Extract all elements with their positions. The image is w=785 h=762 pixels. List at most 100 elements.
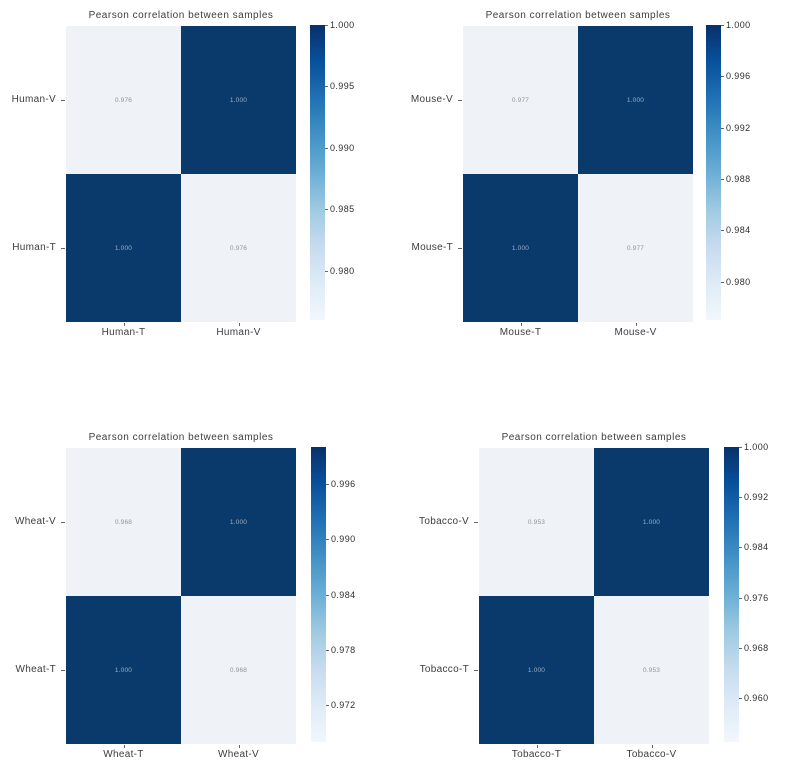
colorbar-tick-label: 0.995 [330,81,355,92]
heatmap-figure-human: Pearson correlation between samples 0.976… [0,0,393,380]
colorbar-tick-mark [739,647,742,649]
colorbar [310,25,325,320]
x-axis-label: Mouse-T [499,327,542,338]
y-axis-label: Tobacco-V [419,516,469,527]
colorbar-tick-mark [326,594,329,596]
y-axis-label: Human-T [12,242,56,253]
x-tick-mark [651,745,653,748]
colorbar-tick-mark [739,447,742,448]
heatmap-cell-r0c0: 0.968 [66,448,181,596]
heatmap-cell-r1c0: 1.000 [479,596,594,744]
colorbar-tick-label: 1.000 [744,442,769,452]
x-axis-label: Human-T [101,327,146,338]
y-tick-mark [61,670,65,671]
heatmap-cell-r0c1: 1.000 [578,26,693,174]
colorbar-tick-label: 1.000 [726,20,751,30]
x-axis-label: Human-V [216,327,261,338]
heatmap-cell-r1c0: 1.000 [463,174,578,322]
colorbar-tick-label: 0.992 [744,492,769,503]
y-tick-mark [61,248,65,249]
colorbar-tick-mark [326,539,329,541]
heatmap-grid: 0.976 1.000 1.000 0.976 [66,26,296,322]
colorbar-tick-label: 0.990 [330,142,355,153]
x-axis-label: Tobacco-V [626,749,677,760]
chart-title: Pearson correlation between samples [501,432,687,443]
x-tick-mark [238,323,240,326]
heatmap-cell-r0c0: 0.976 [66,26,181,174]
heatmap-cell-r1c1: 0.968 [181,596,296,744]
colorbar-tick-label: 0.978 [331,644,356,655]
y-tick-mark [61,522,65,523]
colorbar-tick-label: 0.980 [726,276,751,287]
y-axis-label: Wheat-T [15,664,56,675]
colorbar [706,25,721,320]
heatmap-figure-wheat: Pearson correlation between samples 0.968… [0,380,393,762]
y-axis-label: Tobacco-T [419,664,469,675]
colorbar-tick-label: 0.984 [726,225,751,236]
x-tick-mark [123,745,125,748]
colorbar-tick-label: 0.968 [744,642,769,653]
heatmap-cell-r0c1: 1.000 [594,448,709,596]
colorbar-tick-label: 0.980 [330,265,355,276]
colorbar-tick-label: 0.960 [744,693,769,704]
heatmap-cell-r1c0: 1.000 [66,596,181,744]
colorbar-tick-label: 0.992 [726,122,751,133]
x-tick-mark [520,323,522,326]
colorbar [311,447,326,742]
colorbar-tick-label: 0.976 [744,592,769,603]
heatmap-cell-r0c0: 0.953 [479,448,594,596]
x-axis-label: Wheat-V [217,749,259,760]
colorbar-tick-label: 0.985 [330,204,355,215]
heatmap-cell-r1c1: 0.976 [181,174,296,322]
heatmap-cell-r0c1: 1.000 [181,448,296,596]
heatmap-grid: 0.968 1.000 1.000 0.968 [66,448,296,744]
colorbar-tick-mark [325,86,328,88]
heatmap-cell-r1c1: 0.977 [578,174,693,322]
heatmap-cell-r1c0: 1.000 [66,174,181,322]
colorbar-tick-mark [325,25,328,26]
colorbar-tick-mark [721,127,724,129]
heatmap-cell-r1c1: 0.953 [594,596,709,744]
colorbar-tick-mark [739,698,742,700]
heatmap-grid: 0.977 1.000 1.000 0.977 [463,26,693,322]
colorbar-tick-mark [325,270,328,272]
x-tick-mark [238,745,240,748]
colorbar-tick-mark [721,76,724,78]
colorbar-tick-mark [721,178,724,180]
chart-title: Pearson correlation between samples [88,432,274,443]
x-tick-mark [536,745,538,748]
colorbar-tick-mark [326,483,329,485]
colorbar-tick-label: 0.972 [331,700,356,711]
x-axis-label: Mouse-V [614,327,657,338]
heatmap-grid: 0.953 1.000 1.000 0.953 [479,448,709,744]
x-tick-mark [123,323,125,326]
colorbar-tick-mark [326,705,329,707]
colorbar-tick-mark [326,649,329,651]
chart-title: Pearson correlation between samples [88,10,274,21]
colorbar-tick-label: 0.990 [331,534,356,545]
y-tick-mark [474,670,478,671]
y-tick-mark [458,100,462,101]
colorbar-tick-mark [739,547,742,549]
y-axis-label: Mouse-T [411,242,453,253]
x-axis-label: Tobacco-T [511,749,562,760]
colorbar-tick-mark [739,597,742,599]
colorbar-tick-mark [739,497,742,499]
y-tick-mark [474,522,478,523]
colorbar-tick-label: 0.984 [331,589,356,600]
y-axis-label: Human-V [11,94,56,105]
x-tick-mark [635,323,637,326]
colorbar [724,447,739,742]
colorbar-tick-mark [325,209,328,211]
heatmap-figure-tobacco: Pearson correlation between samples 0.953… [393,380,785,762]
heatmap-figure-mouse: Pearson correlation between samples 0.977… [393,0,785,380]
colorbar-tick-label: 0.996 [331,478,356,489]
colorbar-tick-mark [721,281,724,283]
chart-title: Pearson correlation between samples [485,10,671,21]
colorbar-tick-mark [721,25,724,26]
y-tick-mark [458,248,462,249]
colorbar-tick-label: 0.984 [744,542,769,553]
colorbar-tick-mark [325,147,328,149]
x-axis-label: Wheat-T [103,749,144,760]
